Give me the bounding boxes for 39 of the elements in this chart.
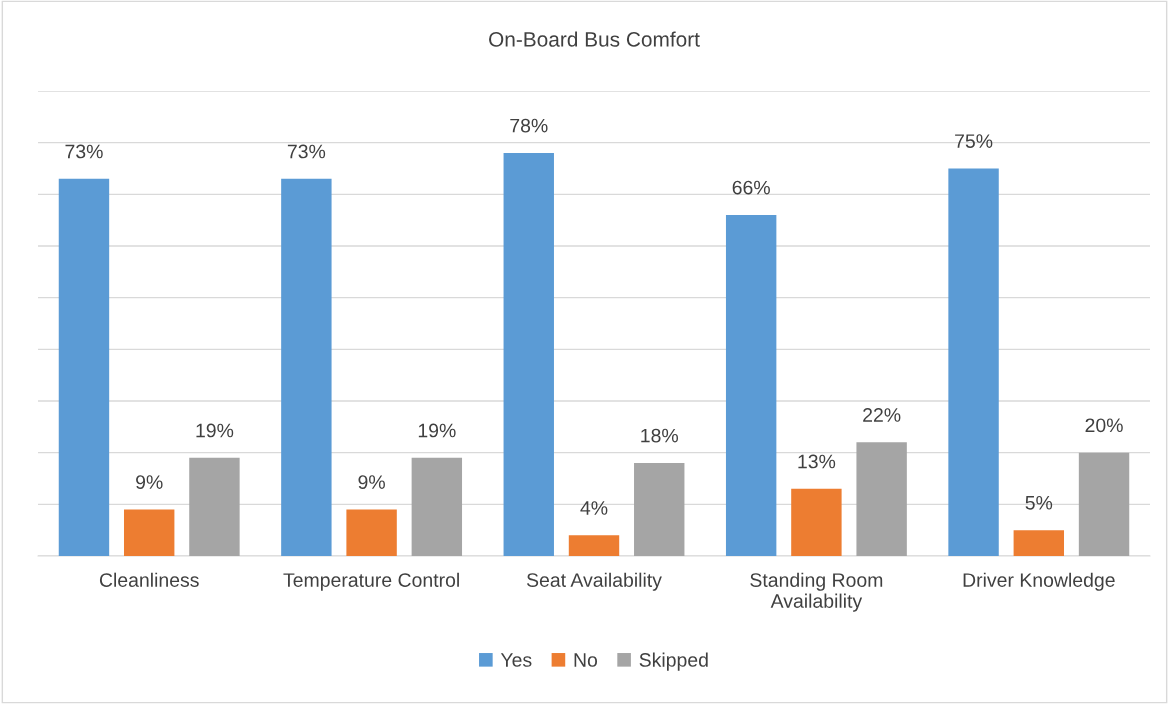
data-label: 73%: [287, 144, 326, 159]
bar: [411, 457, 463, 556]
x-tick-label: Driver Knowledge: [963, 572, 1115, 591]
bar: [281, 178, 332, 556]
bar: [568, 535, 620, 556]
data-label: 22%: [863, 408, 901, 422]
data-label: 73%: [65, 144, 103, 159]
data-label: 66%: [732, 180, 770, 195]
bar: [948, 168, 999, 556]
legend-label: Skipped: [639, 652, 708, 671]
bar: [634, 463, 685, 556]
bar: [123, 509, 175, 556]
data-label: 75%: [955, 134, 993, 148]
data-label: 13%: [798, 454, 836, 469]
chart-title: On-Board Bus Comfort: [489, 31, 700, 47]
x-tick-label: Standing Room Availability: [750, 572, 883, 612]
data-label: 9%: [358, 475, 385, 489]
x-tick-label: Cleanliness: [99, 572, 199, 587]
bar: [1013, 530, 1065, 556]
bar: [189, 457, 240, 556]
bar: [791, 488, 842, 556]
x-tick-label: Temperature Control: [283, 572, 459, 591]
legend-label: Yes: [500, 653, 532, 667]
x-tick-label: Seat Availability: [526, 572, 662, 591]
data-label: 19%: [196, 423, 234, 438]
legend-label: No: [574, 653, 598, 667]
bar: [503, 153, 554, 556]
data-label: 18%: [641, 428, 679, 443]
bar: [725, 215, 777, 556]
data-label: 4%: [580, 501, 608, 515]
data-label: 5%: [1025, 495, 1053, 510]
bar: [346, 509, 397, 556]
bar: [58, 178, 110, 556]
data-label: 20%: [1085, 418, 1123, 433]
data-label: 78%: [510, 118, 548, 133]
data-label: 19%: [418, 423, 456, 438]
data-label: 9%: [136, 475, 163, 489]
bar: [856, 442, 907, 556]
bar: [1078, 452, 1130, 556]
